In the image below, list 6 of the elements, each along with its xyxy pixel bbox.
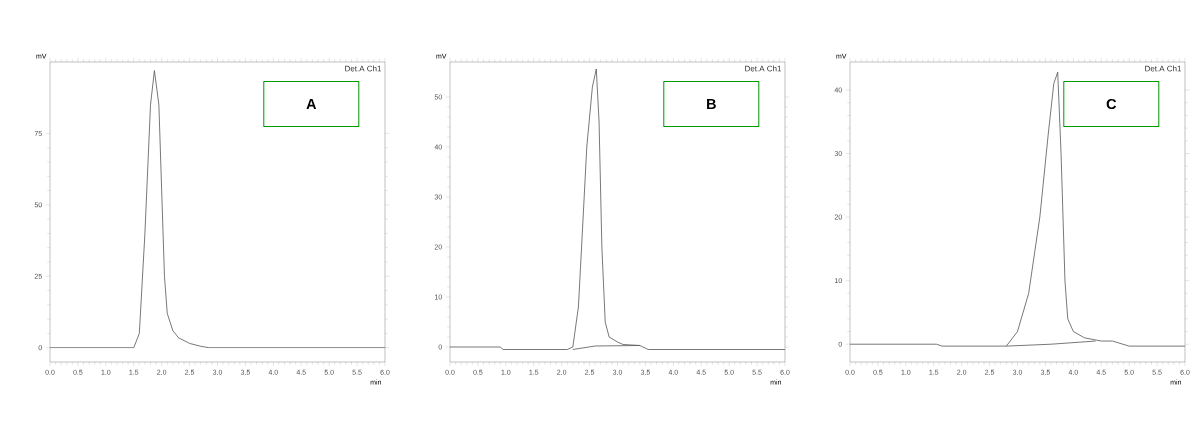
annotation: Det.A Ch1 — [345, 65, 382, 72]
text: C — [1106, 98, 1117, 110]
annotation: Det.A Ch1 — [1145, 65, 1182, 72]
text: A — [306, 99, 317, 109]
text: B — [707, 99, 716, 109]
annotation: Det.A Ch1 — [745, 65, 782, 72]
